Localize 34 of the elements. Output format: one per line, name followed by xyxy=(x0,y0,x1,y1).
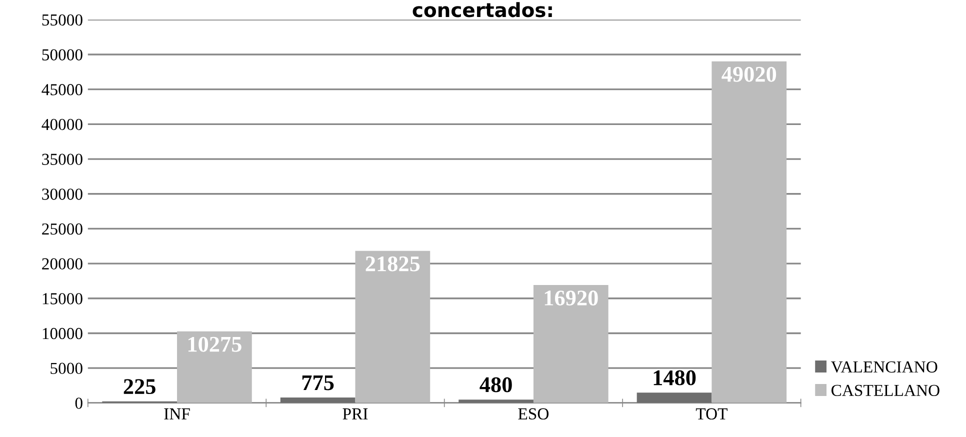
y-tick-label: 0 xyxy=(75,398,82,409)
y-tick-label: 15000 xyxy=(42,293,82,304)
data-label: 225 xyxy=(124,379,156,394)
y-tick-label: 50000 xyxy=(42,49,82,60)
data-label: 775 xyxy=(302,375,334,390)
data-label: 480 xyxy=(480,377,512,392)
bar xyxy=(458,400,534,403)
bar xyxy=(712,61,787,403)
y-tick-label: 45000 xyxy=(42,84,82,96)
bar xyxy=(177,331,252,403)
legend-label: VALENCIANO xyxy=(831,361,938,373)
y-tick-label: 40000 xyxy=(42,118,82,130)
y-tick-label: 25000 xyxy=(42,223,82,235)
data-label: 21825 xyxy=(366,256,420,272)
legend-label: CASTELLANO xyxy=(832,384,940,396)
y-tick-label: 55000 xyxy=(42,14,82,26)
data-label: 10275 xyxy=(188,336,242,352)
x-tick-label: PRI xyxy=(342,408,368,420)
y-tick-label: 5000 xyxy=(50,362,82,374)
bar xyxy=(533,285,608,403)
y-tick-label: 30000 xyxy=(42,188,82,200)
x-tick-label: ESO xyxy=(518,408,549,420)
data-label: 1480 xyxy=(654,370,696,386)
data-label: 49020 xyxy=(722,66,776,82)
y-tick-label: 35000 xyxy=(42,154,82,165)
bar xyxy=(636,392,712,403)
bar xyxy=(355,250,430,403)
y-tick-label: 10000 xyxy=(42,328,82,340)
chart-title: concertados: xyxy=(412,2,552,18)
bar xyxy=(280,398,356,403)
x-tick-label: INF xyxy=(164,408,190,420)
y-tick-label: 20000 xyxy=(42,258,82,270)
data-label: 16920 xyxy=(544,290,598,306)
x-tick-label: TOT xyxy=(696,408,728,420)
